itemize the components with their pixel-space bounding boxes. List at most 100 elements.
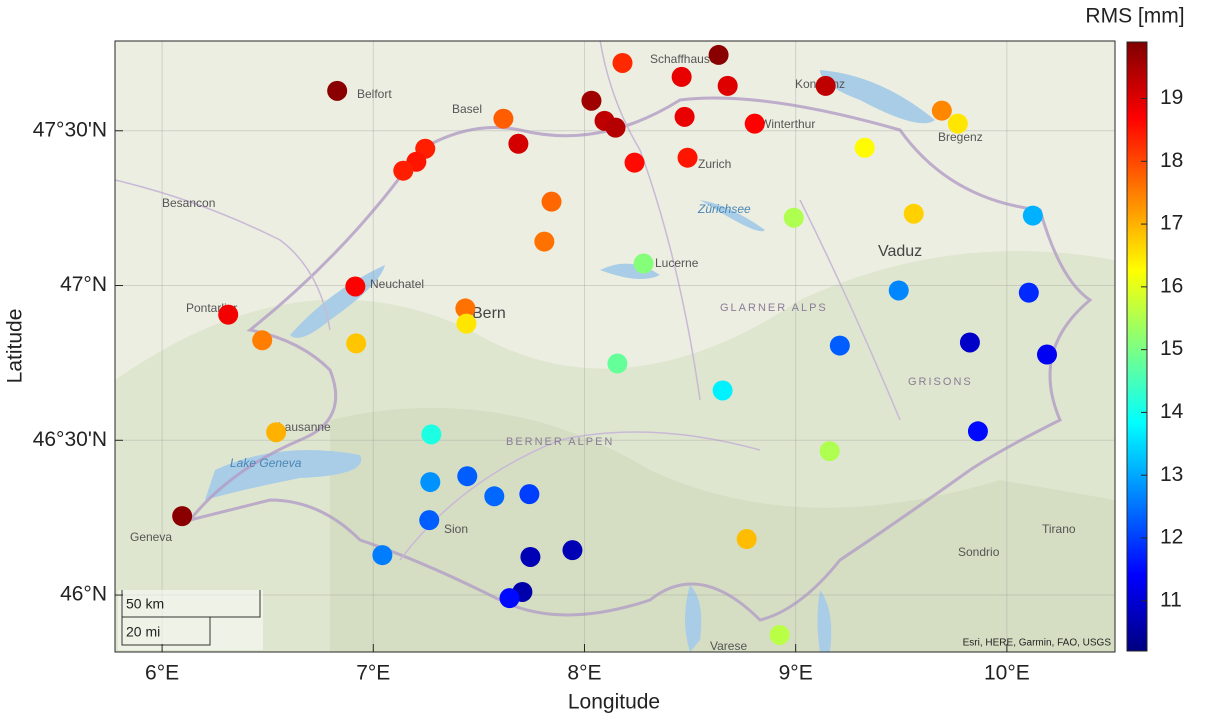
station-point xyxy=(581,90,602,111)
station-point xyxy=(493,108,514,129)
station-point xyxy=(520,546,541,567)
station-point xyxy=(671,66,692,87)
station-point xyxy=(421,424,442,445)
y-tick-label: 47°30'N xyxy=(33,118,107,141)
place-label: Zürichsee xyxy=(697,202,751,216)
station-point xyxy=(854,137,875,158)
colorbar-tick-label: 11 xyxy=(1160,588,1182,611)
station-point xyxy=(218,304,239,325)
station-point xyxy=(1018,282,1039,303)
station-point xyxy=(708,44,729,65)
colorbar xyxy=(1126,41,1148,652)
attribution: Esri, HERE, Garmin, FAO, USGS xyxy=(963,638,1112,649)
x-tick-label: 10°E xyxy=(984,662,1030,685)
place-label: Basel xyxy=(452,102,482,116)
station-point xyxy=(677,147,698,168)
place-label: GLARNER ALPS xyxy=(720,302,828,314)
place-label: Bregenz xyxy=(938,130,983,144)
station-point xyxy=(612,52,633,73)
station-point xyxy=(947,113,968,134)
place-label: Tirano xyxy=(1042,522,1076,536)
station-point xyxy=(783,207,804,228)
station-point xyxy=(1036,344,1057,365)
station-point xyxy=(931,100,952,121)
station-point xyxy=(717,75,738,96)
station-point xyxy=(252,330,273,351)
place-label: Geneva xyxy=(130,530,172,544)
station-point xyxy=(819,441,840,462)
station-point xyxy=(519,484,540,505)
station-point xyxy=(172,506,193,527)
station-point xyxy=(633,253,654,274)
x-axis-label: Longitude xyxy=(568,691,660,714)
place-label: Sion xyxy=(444,522,468,536)
station-point xyxy=(769,624,790,645)
station-point xyxy=(624,152,645,173)
place-label: Bern xyxy=(472,305,506,322)
colorbar-label: RMS [mm] xyxy=(1085,5,1184,28)
y-tick-label: 46°N xyxy=(60,583,107,606)
station-point xyxy=(967,421,988,442)
colorbar-tick-label: 12 xyxy=(1160,526,1183,549)
x-tick-label: 6°E xyxy=(145,662,179,685)
station-point xyxy=(605,117,626,138)
station-point xyxy=(420,472,441,493)
colorbar-tick-label: 15 xyxy=(1160,337,1183,360)
station-point xyxy=(674,106,695,127)
place-label: Lucerne xyxy=(655,256,699,270)
station-point xyxy=(346,333,367,354)
scale-bar: 50 km 20 mi xyxy=(118,590,263,650)
y-axis-label: Latitude xyxy=(4,309,27,384)
station-point xyxy=(508,133,529,154)
place-label: Belfort xyxy=(357,87,392,101)
x-tick-label: 9°E xyxy=(779,662,813,685)
station-point xyxy=(372,545,393,566)
station-point xyxy=(419,510,440,531)
station-point xyxy=(345,276,366,297)
colorbar-tick-label: 13 xyxy=(1160,463,1183,486)
y-tick-label: 46°30'N xyxy=(33,428,107,451)
colorbar-tick-label: 19 xyxy=(1160,86,1183,109)
station-point xyxy=(815,75,836,96)
y-tick-label: 47°N xyxy=(60,273,107,296)
station-point xyxy=(456,313,477,334)
station-point xyxy=(266,422,287,443)
station-point xyxy=(829,335,850,356)
place-label: GRISONS xyxy=(908,376,973,388)
scale-label: 20 mi xyxy=(126,624,160,640)
x-tick-label: 8°E xyxy=(567,662,601,685)
station-point xyxy=(541,191,562,212)
colorbar-tick-label: 18 xyxy=(1160,149,1183,172)
colorbar-tick-label: 14 xyxy=(1160,400,1184,423)
place-label: BERNER ALPEN xyxy=(506,436,614,448)
station-point xyxy=(903,203,924,224)
colorbar-tick-label: 16 xyxy=(1160,274,1183,297)
place-label: Lake Geneva xyxy=(230,456,302,470)
station-point xyxy=(1022,205,1043,226)
station-point xyxy=(534,231,555,252)
station-point xyxy=(888,280,909,301)
station-point xyxy=(393,160,414,181)
station-point xyxy=(457,466,478,487)
place-label: Varese xyxy=(710,639,747,653)
place-label: Schaffhausen xyxy=(650,52,723,66)
place-label: Lausanne xyxy=(278,420,331,434)
station-point xyxy=(484,486,505,507)
place-label: Vaduz xyxy=(878,243,922,260)
station-point xyxy=(607,353,628,374)
place-label: Besancon xyxy=(162,196,215,210)
plot-frame xyxy=(114,40,1116,653)
station-point xyxy=(562,540,583,561)
place-label: Sondrio xyxy=(958,545,1000,559)
station-point xyxy=(499,588,520,609)
colorbar-tick-label: 17 xyxy=(1160,212,1183,235)
station-point xyxy=(327,80,348,101)
station-point xyxy=(744,113,765,134)
place-label: Zurich xyxy=(698,157,731,171)
place-label: Neuchatel xyxy=(370,277,424,291)
station-point xyxy=(959,332,980,353)
station-point xyxy=(455,298,476,319)
station-point xyxy=(736,529,757,550)
place-label: Winterthur xyxy=(760,117,815,131)
